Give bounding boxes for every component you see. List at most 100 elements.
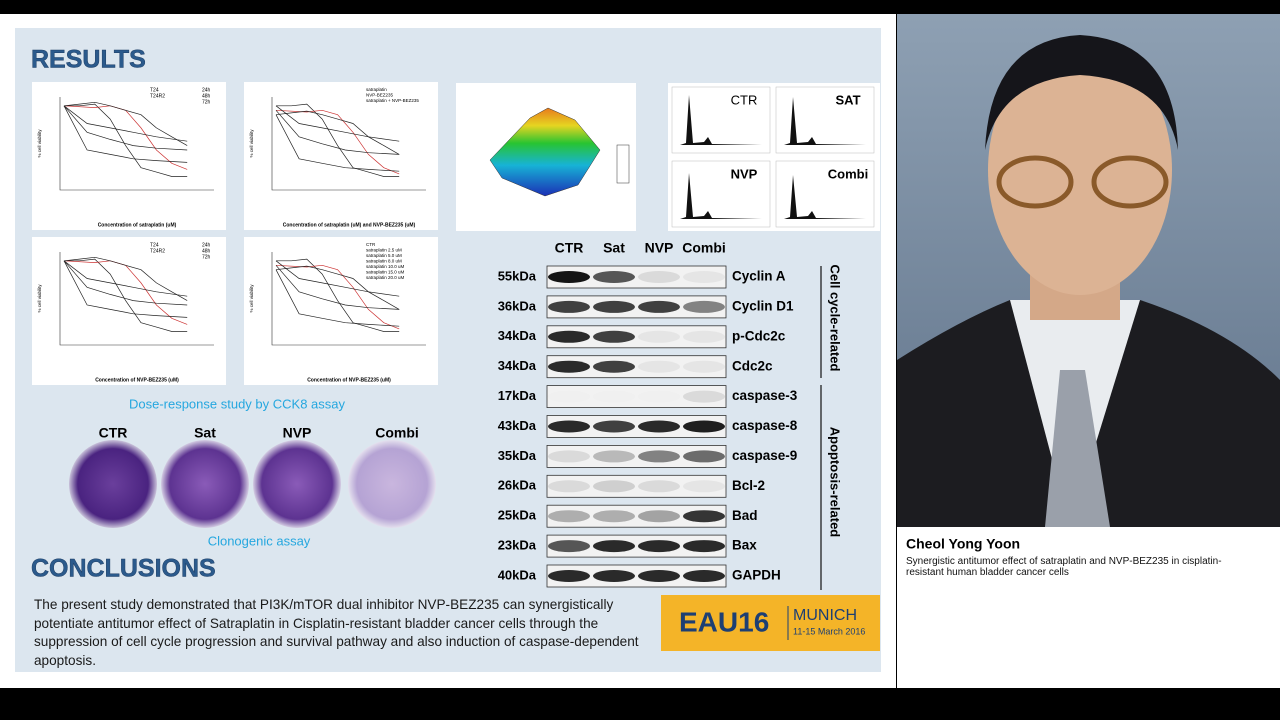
curve xyxy=(64,258,188,332)
curve xyxy=(64,103,188,177)
band xyxy=(638,450,680,463)
band xyxy=(683,480,725,493)
legend-entry: 48h xyxy=(202,93,211,99)
y-axis-label: % cell viability xyxy=(37,129,42,158)
chart-bg xyxy=(244,82,438,230)
flow-label: CTR xyxy=(731,92,758,107)
blot-strip xyxy=(546,265,727,289)
legend-entry: T24 xyxy=(150,242,159,248)
photo-hair xyxy=(985,35,1178,150)
photo-tie xyxy=(1045,370,1110,527)
legend-entry: CTR xyxy=(366,242,376,247)
band xyxy=(593,420,635,433)
band xyxy=(548,330,590,343)
y-axis-label: % cell viability xyxy=(249,284,254,313)
band xyxy=(683,510,725,523)
band xyxy=(548,271,590,283)
caption: Clonogenic assay xyxy=(208,533,311,548)
protein-label: Bax xyxy=(732,538,757,553)
kda-label: 43kDa xyxy=(498,418,537,433)
band xyxy=(683,450,725,463)
curve xyxy=(275,269,400,327)
band xyxy=(593,271,635,283)
flow-label: SAT xyxy=(835,92,860,107)
kda-label: 25kDa xyxy=(498,508,537,523)
band xyxy=(548,510,590,523)
kda-label: 40kDa xyxy=(498,567,537,582)
logo-dates: 11-15 March 2016 xyxy=(793,626,865,636)
section-title: CONCLUSIONS xyxy=(31,555,216,583)
protein-label: caspase-3 xyxy=(732,388,798,403)
photo-glasses xyxy=(996,155,1074,209)
protein-label: caspase-9 xyxy=(732,448,797,463)
band xyxy=(638,510,680,523)
curve xyxy=(63,260,188,306)
curve xyxy=(275,105,400,142)
curve xyxy=(63,256,188,301)
viability-chart: % cell viability Concentration of NVP-BEZ… xyxy=(32,237,226,385)
legend-entry: satraplatin 2.5 uM xyxy=(366,248,402,253)
legend-entry: NVP-BEZ235 xyxy=(366,93,394,98)
band xyxy=(638,540,680,553)
photo-glasses xyxy=(1091,155,1169,209)
surface-legend xyxy=(616,144,630,184)
kda-label: 34kDa xyxy=(498,328,537,343)
viability-chart: % cell viability Concentration of satrapl… xyxy=(244,82,438,230)
band xyxy=(638,271,680,283)
dish xyxy=(161,440,249,528)
curve xyxy=(276,258,400,332)
legend-entry: T24R2 xyxy=(150,248,165,254)
histogram xyxy=(784,97,866,145)
legend-entry: satraplatin 10.0 uM xyxy=(366,264,405,269)
legend-entry: satraplatin 20.0 uM xyxy=(366,275,405,280)
kda-label: 34kDa xyxy=(498,358,537,373)
flow-area: CTR SAT NVP Combi xyxy=(671,86,875,228)
dish-label: NVP xyxy=(283,425,312,441)
legend-entry: 72h xyxy=(202,99,211,105)
curve xyxy=(63,101,188,146)
blot-strip xyxy=(546,355,727,379)
protein-label: Bad xyxy=(732,508,758,523)
speaker-name: Cheol Yong Yoon xyxy=(906,536,1020,552)
band xyxy=(683,570,725,582)
lane-label: CTR xyxy=(555,240,584,256)
kda-label: 35kDa xyxy=(498,448,537,463)
band xyxy=(593,510,635,523)
x-axis-label: Concentration of satraplatin (uM) xyxy=(98,222,177,228)
band xyxy=(593,330,635,343)
protein-label: Cyclin D1 xyxy=(732,298,794,313)
histogram xyxy=(784,175,866,219)
protein-label: Bcl-2 xyxy=(732,478,765,493)
curve xyxy=(276,103,400,177)
curve xyxy=(275,110,400,155)
band xyxy=(638,390,680,403)
band xyxy=(683,330,725,343)
clonogenic-area: CTR Sat NVP Combi xyxy=(69,425,436,528)
surface xyxy=(489,107,601,197)
logo-box xyxy=(661,595,880,651)
legend-entry: satraplatin 8.0 uM xyxy=(366,259,402,264)
band xyxy=(683,271,725,283)
legend-entry: 24h xyxy=(202,87,211,93)
lane-label: Sat xyxy=(603,240,625,256)
band xyxy=(548,390,590,403)
curve xyxy=(275,110,400,155)
kda-label: 26kDa xyxy=(498,478,537,493)
talk-title: Synergistic antitumor effect of satrapla… xyxy=(906,556,1222,578)
legend-entry: satraplatin 15.0 uM xyxy=(366,270,405,275)
band xyxy=(548,570,590,582)
protein-label: p-Cdc2c xyxy=(732,328,786,343)
blot-strip xyxy=(546,504,727,528)
blot-strip xyxy=(546,325,727,349)
curve xyxy=(63,105,188,163)
lane-label: Combi xyxy=(682,240,726,256)
section-title: RESULTS xyxy=(31,46,146,74)
protein-label: Cyclin A xyxy=(732,269,786,284)
histogram xyxy=(680,173,762,219)
legend-entry: satraplatin xyxy=(366,87,387,92)
dish xyxy=(69,440,157,528)
band xyxy=(683,390,725,403)
dish xyxy=(253,440,341,528)
band xyxy=(638,420,680,433)
x-axis-label: Concentration of satraplatin (uM) and NV… xyxy=(283,222,416,228)
